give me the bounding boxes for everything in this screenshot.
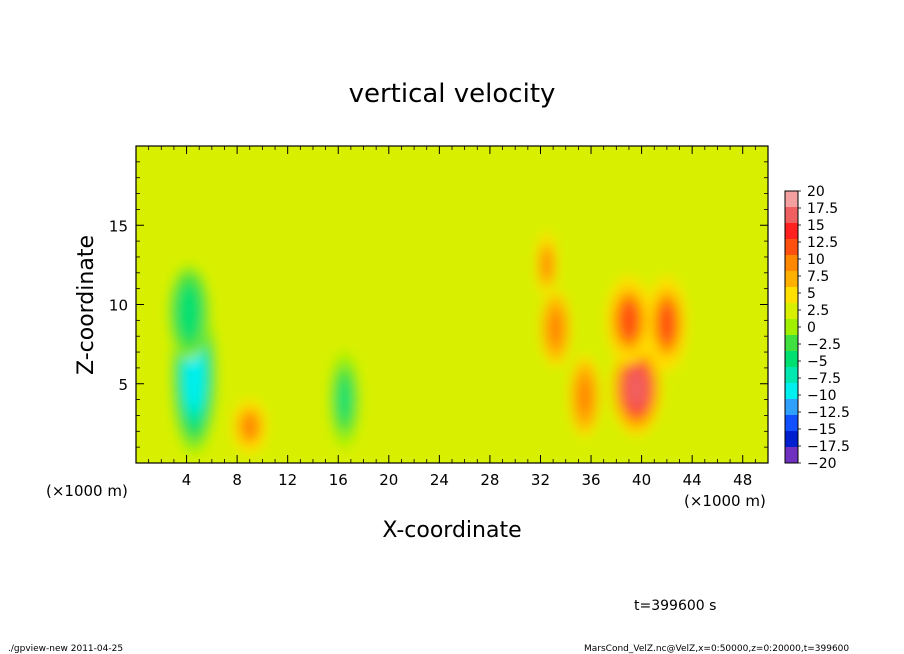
colorbar-label: −20 xyxy=(807,456,837,472)
colorbar-label: −15 xyxy=(807,422,837,438)
x-unit-label: (×1000 m) xyxy=(46,482,128,500)
colorbar-swatch xyxy=(785,255,798,272)
heatmap-feature-6 xyxy=(567,348,603,444)
colorbar-swatch xyxy=(785,271,798,288)
x-tick-label: 12 xyxy=(278,471,297,489)
heatmap-feature-4 xyxy=(534,226,560,303)
colorbar-label: 5 xyxy=(807,286,816,302)
feature-layer xyxy=(576,375,593,418)
heatmap-feature-7 xyxy=(611,340,662,437)
x-tick-label: 36 xyxy=(581,471,600,489)
heatmap-feature-8 xyxy=(606,275,652,365)
feature-layer xyxy=(625,367,648,410)
x-tick-label: 4 xyxy=(182,471,192,489)
colorbar-swatch xyxy=(785,335,798,352)
y-tick-label: 10 xyxy=(109,297,128,315)
colorbar-label: 20 xyxy=(807,184,825,200)
x-ticks: 4 8 12 16 20 24 28 32 36 40 44 48 xyxy=(148,146,756,489)
y-ticks: 5 10 15 xyxy=(109,161,768,448)
colorbar-swatch xyxy=(785,303,798,320)
x-tick-label: 48 xyxy=(733,471,752,489)
colorbar-swatch xyxy=(785,399,798,416)
x-tick-label: 44 xyxy=(683,471,702,489)
colorbar-label: −10 xyxy=(807,388,837,404)
y-tick-label: 15 xyxy=(109,217,128,235)
colorbar-label: 0 xyxy=(807,320,816,336)
x-tick-label: 40 xyxy=(632,471,651,489)
feature-layer xyxy=(541,248,553,282)
chart-title: vertical velocity xyxy=(349,79,556,109)
y-unit-label: (×1000 m) xyxy=(684,492,766,510)
feature-layer xyxy=(657,302,676,345)
plot-area xyxy=(136,146,768,463)
feature-layer xyxy=(180,291,198,334)
x-tick-label: 28 xyxy=(480,471,499,489)
heatmap-feature-3 xyxy=(329,352,360,448)
heatmap-feature-5 xyxy=(537,283,574,373)
footer-right: MarsCond_VelZ.nc@VelZ,x=0:50000,z=0:2000… xyxy=(584,644,849,654)
colorbar: 2017.51512.5107.552.50−2.5−5−7.5−10−12.5… xyxy=(784,184,850,472)
colorbar-swatch xyxy=(785,447,798,464)
x-tick-label: 20 xyxy=(379,471,398,489)
feature-layer xyxy=(618,300,639,340)
colorbar-swatch xyxy=(785,319,798,336)
colorbar-label: 10 xyxy=(807,252,825,268)
colorbar-label: 17.5 xyxy=(807,201,838,217)
colorbar-label: 7.5 xyxy=(807,269,829,285)
colorbar-swatch xyxy=(785,367,798,384)
x-tick-label: 16 xyxy=(329,471,348,489)
colorbar-label: 12.5 xyxy=(807,235,838,251)
colorbar-swatch xyxy=(785,191,798,208)
heatmap-feature-9 xyxy=(646,275,688,372)
feature-layer xyxy=(337,378,352,421)
colorbar-swatch xyxy=(785,351,798,368)
heatmap-feature-1 xyxy=(168,264,210,360)
colorbar-swatch xyxy=(785,223,798,240)
colorbar-label: −17.5 xyxy=(807,439,850,455)
feature-layer xyxy=(240,412,259,441)
colorbar-label: −12.5 xyxy=(807,405,850,421)
heatmap-feature-2 xyxy=(229,394,270,459)
x-axis-label: X-coordinate xyxy=(382,518,521,543)
y-axis-label: Z-coordinate xyxy=(74,235,99,375)
colorbar-swatch xyxy=(785,207,798,224)
x-tick-label: 8 xyxy=(232,471,242,489)
colorbar-label: −2.5 xyxy=(807,337,841,353)
colorbar-swatch xyxy=(785,239,798,256)
colorbar-swatch xyxy=(785,431,798,448)
y-tick-label: 5 xyxy=(118,376,128,394)
footer-left: ./gpview-new 2011-04-25 xyxy=(8,644,123,654)
x-tick-label: 24 xyxy=(430,471,449,489)
colorbar-swatch xyxy=(785,383,798,400)
colorbar-swatch xyxy=(785,415,798,432)
x-tick-label: 32 xyxy=(531,471,550,489)
time-label: t=399600 s xyxy=(634,598,716,614)
colorbar-label: −5 xyxy=(807,354,828,370)
colorbar-swatch xyxy=(785,287,798,304)
feature-layer xyxy=(547,308,564,348)
colorbar-label: −7.5 xyxy=(807,371,841,387)
heatmap-features xyxy=(168,226,688,459)
colorbar-label: 2.5 xyxy=(807,303,829,319)
colorbar-label: 15 xyxy=(807,218,825,234)
